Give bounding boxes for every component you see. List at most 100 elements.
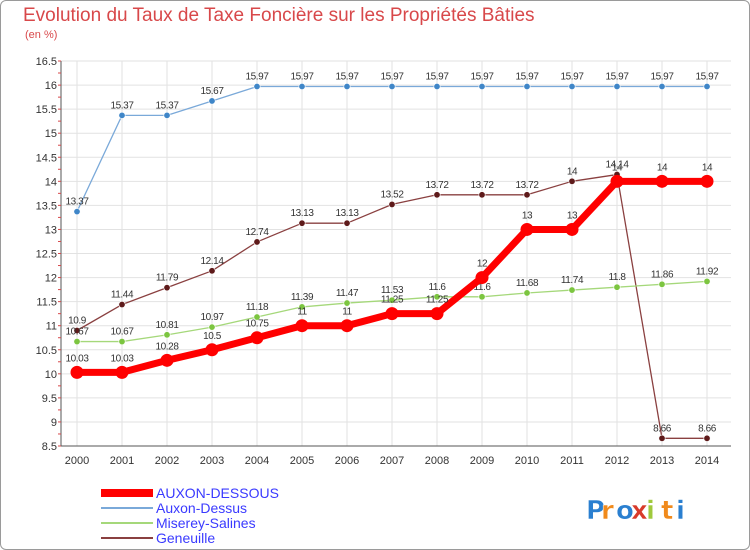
data-point (163, 111, 171, 119)
legend-entry: Auxon-Dessus (156, 500, 247, 516)
data-label: 8.66 (653, 423, 672, 434)
data-label: 10.03 (65, 353, 89, 364)
data-point (253, 83, 261, 91)
data-label: 14 (567, 166, 578, 177)
y-tick-label: 10.5 (36, 345, 57, 357)
data-point (160, 353, 174, 367)
y-tick-label: 9.5 (42, 393, 57, 405)
x-tick-label: 2005 (290, 455, 314, 467)
data-point (208, 267, 216, 275)
data-label: 15.97 (245, 72, 269, 83)
data-point (433, 191, 441, 199)
data-point (613, 283, 621, 291)
data-point (700, 174, 714, 188)
y-tick-label: 10 (45, 369, 57, 381)
data-label: 11.44 (111, 290, 134, 301)
data-label: 13.72 (425, 180, 449, 191)
data-point (568, 83, 576, 91)
x-tick-label: 2013 (650, 455, 674, 467)
y-tick-label: 16 (45, 80, 57, 92)
data-point (70, 365, 84, 379)
data-label: 15.97 (695, 72, 719, 83)
y-tick-label: 8.5 (42, 441, 57, 453)
data-point (658, 434, 666, 442)
data-label: 12.14 (200, 256, 224, 267)
data-point (703, 83, 711, 91)
data-label: 11.86 (651, 269, 674, 280)
y-tick-label: 13 (45, 224, 57, 236)
logo-letter: i (676, 496, 685, 526)
data-point (343, 299, 351, 307)
data-point (703, 277, 711, 285)
data-label: 11.6 (428, 282, 446, 293)
y-tick-label: 15.5 (36, 104, 57, 116)
data-label: 13.72 (470, 180, 494, 191)
data-point (568, 177, 576, 185)
data-point (298, 83, 306, 91)
data-label: 11.68 (516, 278, 539, 289)
data-point (523, 191, 531, 199)
x-tick-label: 2002 (155, 455, 179, 467)
x-tick-label: 2012 (605, 455, 629, 467)
legend-entry: Geneuille (156, 530, 215, 546)
data-label: 11.8 (608, 272, 626, 283)
data-point (523, 289, 531, 297)
legend-entry: AUXON-DESSOUS (156, 485, 279, 501)
data-point (298, 303, 306, 311)
data-label: 15.97 (290, 72, 314, 83)
x-tick-label: 2007 (380, 455, 404, 467)
chart-unit: (en %) (25, 29, 58, 41)
data-point (73, 326, 81, 334)
x-tick-label: 2008 (425, 455, 449, 467)
data-label: 14 (612, 162, 623, 173)
data-point (388, 200, 396, 208)
data-point (118, 111, 126, 119)
y-tick-label: 15 (45, 128, 57, 140)
x-tick-label: 2010 (515, 455, 539, 467)
data-label: 10.81 (155, 320, 179, 331)
data-label: 15.97 (380, 72, 404, 83)
data-point (73, 338, 81, 346)
y-tick-label: 16.5 (36, 56, 57, 68)
x-tick-label: 2001 (110, 455, 134, 467)
logo-letter: x (631, 496, 648, 526)
data-point (655, 174, 669, 188)
data-label: 15.97 (605, 72, 629, 83)
data-label: 12.74 (245, 227, 269, 238)
y-tick-label: 11.5 (36, 297, 57, 309)
data-label: 14.14 (605, 160, 629, 171)
data-point (343, 219, 351, 227)
data-label: 10.67 (65, 327, 89, 338)
data-label: 13 (522, 210, 533, 221)
logo-letter: i (646, 496, 655, 526)
x-tick-label: 2000 (65, 455, 89, 467)
logo-letter: P (586, 496, 605, 526)
data-point (115, 365, 129, 379)
data-label: 15.37 (110, 100, 134, 111)
data-point (658, 83, 666, 91)
data-label: 10.75 (245, 319, 269, 330)
data-label: 8.66 (698, 423, 717, 434)
data-label: 10.9 (68, 316, 87, 327)
data-point (253, 238, 261, 246)
data-point (385, 307, 399, 321)
y-tick-label: 13.5 (36, 200, 57, 212)
data-label: 15.97 (335, 72, 359, 83)
data-label: 15.97 (425, 72, 449, 83)
data-label: 15.97 (650, 72, 674, 83)
x-tick-label: 2011 (560, 455, 584, 467)
data-label: 10.67 (110, 327, 134, 338)
data-point (430, 307, 444, 321)
chart-title: Evolution du Taux de Taxe Foncière sur l… (23, 5, 535, 26)
data-point (340, 319, 354, 333)
data-point (163, 331, 171, 339)
logo-letter: o (616, 496, 634, 526)
data-point (610, 174, 624, 188)
data-point (208, 323, 216, 331)
data-label: 13.72 (515, 180, 539, 191)
data-label: 13.13 (335, 208, 359, 219)
data-label: 13.13 (290, 208, 314, 219)
data-label: 12 (477, 259, 488, 270)
data-label: 10.97 (200, 312, 224, 323)
